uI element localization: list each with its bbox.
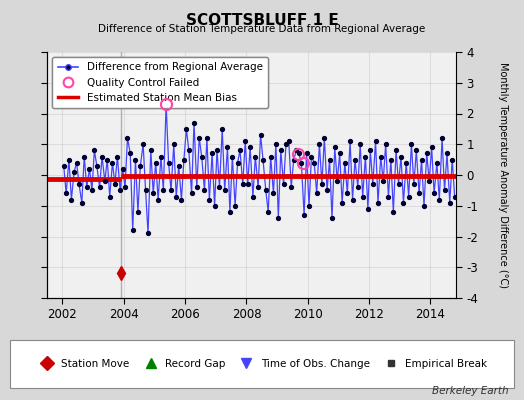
Text: Difference of Station Temperature Data from Regional Average: Difference of Station Temperature Data f… — [99, 24, 425, 34]
Text: SCOTTSBLUFF 1 E: SCOTTSBLUFF 1 E — [185, 13, 339, 28]
Text: Berkeley Earth: Berkeley Earth — [432, 386, 508, 396]
FancyBboxPatch shape — [10, 340, 514, 388]
Legend: Difference from Regional Average, Quality Control Failed, Estimated Station Mean: Difference from Regional Average, Qualit… — [52, 57, 268, 108]
Legend: Station Move, Record Gap, Time of Obs. Change, Empirical Break: Station Move, Record Gap, Time of Obs. C… — [32, 355, 492, 373]
Y-axis label: Monthly Temperature Anomaly Difference (°C): Monthly Temperature Anomaly Difference (… — [498, 62, 508, 288]
